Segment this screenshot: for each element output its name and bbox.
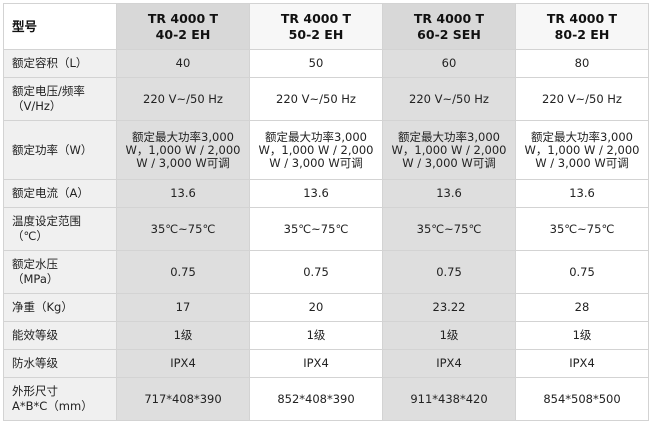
spec-row: 额定容积（L） 40 50 60 80 (3, 49, 649, 78)
model-variant: 40-2 EH (155, 26, 211, 42)
cell-value: 13.6 (382, 179, 516, 208)
cell-value: IPX4 (116, 349, 250, 378)
row-label: 额定水压 （MPa） (3, 250, 117, 294)
spec-row: 额定电流（A） 13.6 13.6 13.6 13.6 (3, 179, 649, 208)
cell-value: 80 (515, 49, 649, 78)
cell-value: 854*508*500 (515, 377, 649, 421)
cell-value: 额定最大功率3,000 W，1,000 W / 2,000 W / 3,000 … (249, 120, 383, 180)
cell-value: 1级 (515, 321, 649, 350)
spec-row: 防水等级 IPX4 IPX4 IPX4 IPX4 (3, 349, 649, 378)
cell-value: IPX4 (382, 349, 516, 378)
cell-value: 35℃~75℃ (515, 207, 649, 251)
spec-row: 额定功率（W） 额定最大功率3,000 W，1,000 W / 2,000 W … (3, 120, 649, 180)
cell-value: 35℃~75℃ (382, 207, 516, 251)
cell-value: 220 V~/50 Hz (249, 77, 383, 121)
cell-value: 717*408*390 (116, 377, 250, 421)
row-label: 温度设定范围 （℃） (3, 207, 117, 251)
model-variant: 80-2 EH (554, 26, 610, 42)
row-label: 额定电流（A） (3, 179, 117, 208)
cell-value: 17 (116, 293, 250, 322)
spec-table: 型号 TR 4000 T 40-2 EH TR 4000 T 50-2 EH T… (3, 3, 649, 421)
cell-value: 0.75 (515, 250, 649, 294)
spec-row: 净重（Kg） 17 20 23.22 28 (3, 293, 649, 322)
model-header: TR 4000 T 40-2 EH (116, 3, 250, 50)
row-label: 净重（Kg） (3, 293, 117, 322)
header-row: 型号 TR 4000 T 40-2 EH TR 4000 T 50-2 EH T… (3, 3, 649, 50)
row-label: 能效等级 (3, 321, 117, 350)
spec-row: 能效等级 1级 1级 1级 1级 (3, 321, 649, 350)
model-variant: 50-2 EH (288, 26, 344, 42)
row-label: 额定电压/频率 （V/Hz） (3, 77, 117, 121)
cell-value: 35℃~75℃ (249, 207, 383, 251)
cell-value: 13.6 (116, 179, 250, 208)
cell-value: 1级 (382, 321, 516, 350)
row-label: 额定功率（W） (3, 120, 117, 180)
cell-value: 20 (249, 293, 383, 322)
spec-row: 温度设定范围 （℃） 35℃~75℃ 35℃~75℃ 35℃~75℃ 35℃~7… (3, 207, 649, 251)
spec-row: 额定电压/频率 （V/Hz） 220 V~/50 Hz 220 V~/50 Hz… (3, 77, 649, 121)
cell-value: 0.75 (382, 250, 516, 294)
cell-value: 1级 (249, 321, 383, 350)
row-label: 防水等级 (3, 349, 117, 378)
model-header: TR 4000 T 60-2 SEH (382, 3, 516, 50)
cell-value: 852*408*390 (249, 377, 383, 421)
cell-value: 13.6 (249, 179, 383, 208)
model-name: TR 4000 T (280, 10, 352, 26)
model-header: TR 4000 T 50-2 EH (249, 3, 383, 50)
header-label: 型号 (3, 3, 117, 50)
cell-value: 220 V~/50 Hz (515, 77, 649, 121)
cell-value: 13.6 (515, 179, 649, 208)
cell-value: 23.22 (382, 293, 516, 322)
cell-value: 0.75 (249, 250, 383, 294)
model-name: TR 4000 T (147, 10, 219, 26)
cell-value: 220 V~/50 Hz (382, 77, 516, 121)
row-label: 额定容积（L） (3, 49, 117, 78)
cell-value: 28 (515, 293, 649, 322)
cell-value: IPX4 (515, 349, 649, 378)
row-label: 外形尺寸 A*B*C（mm） (3, 377, 117, 421)
cell-value: 60 (382, 49, 516, 78)
cell-value: 40 (116, 49, 250, 78)
model-variant: 60-2 SEH (417, 26, 481, 42)
cell-value: 额定最大功率3,000 W，1,000 W / 2,000 W / 3,000 … (116, 120, 250, 180)
model-name: TR 4000 T (413, 10, 485, 26)
cell-value: 额定最大功率3,000 W，1,000 W / 2,000 W / 3,000 … (515, 120, 649, 180)
cell-value: 1级 (116, 321, 250, 350)
spec-row: 额定水压 （MPa） 0.75 0.75 0.75 0.75 (3, 250, 649, 294)
cell-value: 0.75 (116, 250, 250, 294)
cell-value: IPX4 (249, 349, 383, 378)
model-header: TR 4000 T 80-2 EH (515, 3, 649, 50)
cell-value: 911*438*420 (382, 377, 516, 421)
spec-row: 外形尺寸 A*B*C（mm） 717*408*390 852*408*390 9… (3, 377, 649, 421)
cell-value: 35℃~75℃ (116, 207, 250, 251)
model-name: TR 4000 T (546, 10, 618, 26)
cell-value: 额定最大功率3,000 W，1,000 W / 2,000 W / 3,000 … (382, 120, 516, 180)
cell-value: 50 (249, 49, 383, 78)
cell-value: 220 V~/50 Hz (116, 77, 250, 121)
